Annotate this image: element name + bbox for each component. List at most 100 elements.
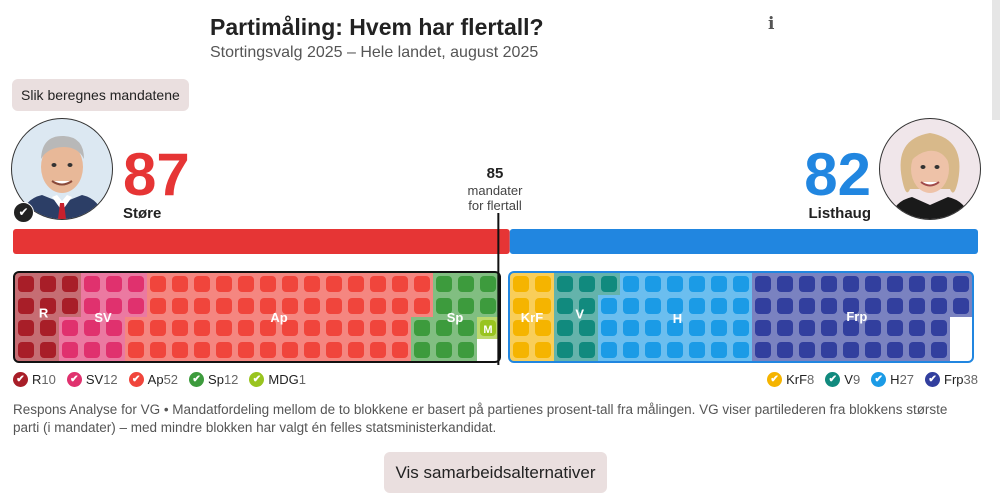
seat-h — [623, 298, 639, 314]
seat-h — [667, 298, 683, 314]
page-title: Partimåling: Hvem har flertall? — [210, 14, 544, 40]
legend-label: Frp — [944, 372, 964, 387]
right-bloc-leader: Listhaug — [808, 205, 872, 222]
party-label-sp: Sp — [447, 310, 464, 325]
seat-ap — [216, 276, 232, 292]
seat-ap — [348, 298, 364, 314]
seat-h — [645, 298, 661, 314]
left-bloc-leader: Støre — [123, 205, 162, 222]
check-icon: ✔ — [128, 372, 144, 387]
seat-frp — [843, 276, 859, 292]
seat-ap — [150, 276, 166, 292]
legend-count: 12 — [223, 372, 239, 387]
seat-frp — [755, 320, 771, 336]
party-label-frp: Frp — [846, 309, 867, 324]
seat-ap — [216, 320, 232, 336]
seat-r — [40, 342, 56, 358]
seat-r — [62, 276, 78, 292]
seat-frp — [909, 298, 925, 314]
seat-method-button[interactable]: Slik beregnes mandatene — [12, 79, 189, 111]
seat-h — [645, 342, 661, 358]
seat-ap — [414, 298, 430, 314]
seat-frp — [887, 298, 903, 314]
seat-h — [733, 342, 749, 358]
seat-h — [623, 320, 639, 336]
party-label-v: V — [575, 306, 584, 321]
seat-krf — [513, 276, 529, 292]
seat-ap — [392, 320, 408, 336]
seat-ap — [260, 276, 276, 292]
seat-sv — [62, 342, 78, 358]
seat-frp — [865, 320, 881, 336]
check-badge: ✔ — [13, 202, 34, 223]
seat-r — [62, 298, 78, 314]
seat-ap — [150, 298, 166, 314]
legend-item-ap[interactable]: ✔ Ap 52 — [128, 372, 178, 387]
legend-count: 1 — [298, 372, 306, 387]
seat-frp — [821, 320, 837, 336]
show-alternatives-button[interactable]: Vis samarbeidsalternativer — [384, 452, 607, 493]
seat-krf — [535, 276, 551, 292]
seat-sp — [414, 320, 430, 336]
seat-frp — [821, 298, 837, 314]
legend-item-sp[interactable]: ✔ Sp 12 — [189, 372, 238, 387]
seat-r — [40, 276, 56, 292]
seat-ap — [172, 342, 188, 358]
party-label-h: H — [673, 311, 682, 326]
seat-frp — [909, 276, 925, 292]
seat-ap — [326, 342, 342, 358]
seat-frp — [799, 320, 815, 336]
legend-item-sv[interactable]: ✔ SV 12 — [66, 372, 118, 387]
seat-h — [623, 276, 639, 292]
party-label-mdg: M — [483, 324, 492, 336]
seat-h — [733, 320, 749, 336]
seat-h — [645, 320, 661, 336]
bloc-bar-right — [509, 229, 978, 254]
party-label-r: R — [39, 306, 49, 321]
legend-count: 10 — [41, 372, 56, 387]
seat-sp — [436, 298, 452, 314]
seat-ap — [304, 298, 320, 314]
right-bloc-seats: 82 — [804, 141, 871, 208]
legend-item-frp[interactable]: ✔ Frp 38 — [925, 372, 978, 387]
seat-sp — [458, 298, 474, 314]
legend-label: SV — [85, 372, 104, 387]
check-icon: ✔ — [767, 372, 783, 387]
seat-sp — [458, 276, 474, 292]
info-icon[interactable]: i — [768, 14, 775, 34]
seat-ap — [260, 342, 276, 358]
seat-h — [623, 342, 639, 358]
legend-item-v[interactable]: ✔ V 9 — [825, 372, 860, 387]
seat-sp — [436, 342, 452, 358]
seat-r — [18, 342, 34, 358]
seat-h — [689, 320, 705, 336]
seat-h — [601, 320, 617, 336]
seat-ap — [238, 276, 254, 292]
seat-ap — [238, 320, 254, 336]
legend-item-mdg[interactable]: ✔ MDG 1 — [249, 372, 306, 387]
seat-frp — [777, 298, 793, 314]
legend-item-h[interactable]: ✔ H 27 — [871, 372, 914, 387]
seat-frp — [865, 276, 881, 292]
seat-ap — [150, 342, 166, 358]
seat-ap — [172, 276, 188, 292]
legend-label: KrF — [786, 372, 808, 387]
legend-item-r[interactable]: ✔ R 10 — [13, 372, 56, 387]
scrollbar[interactable] — [992, 0, 1000, 120]
check-icon: ✔ — [189, 372, 205, 387]
seat-sv — [106, 276, 122, 292]
legend-item-krf[interactable]: ✔ KrF 8 — [767, 372, 814, 387]
legend-label: V — [844, 372, 853, 387]
seat-ap — [348, 342, 364, 358]
legend-count: 8 — [807, 372, 815, 387]
leader-portrait-left — [20, 135, 104, 219]
seat-v — [579, 342, 595, 358]
seat-ap — [326, 298, 342, 314]
seat-frp — [755, 276, 771, 292]
party-label-sv: SV — [94, 310, 112, 325]
seat-ap — [260, 298, 276, 314]
seat-sv — [106, 320, 122, 336]
legend-count: 27 — [899, 372, 915, 387]
seat-sv — [106, 342, 122, 358]
seat-sp — [436, 320, 452, 336]
